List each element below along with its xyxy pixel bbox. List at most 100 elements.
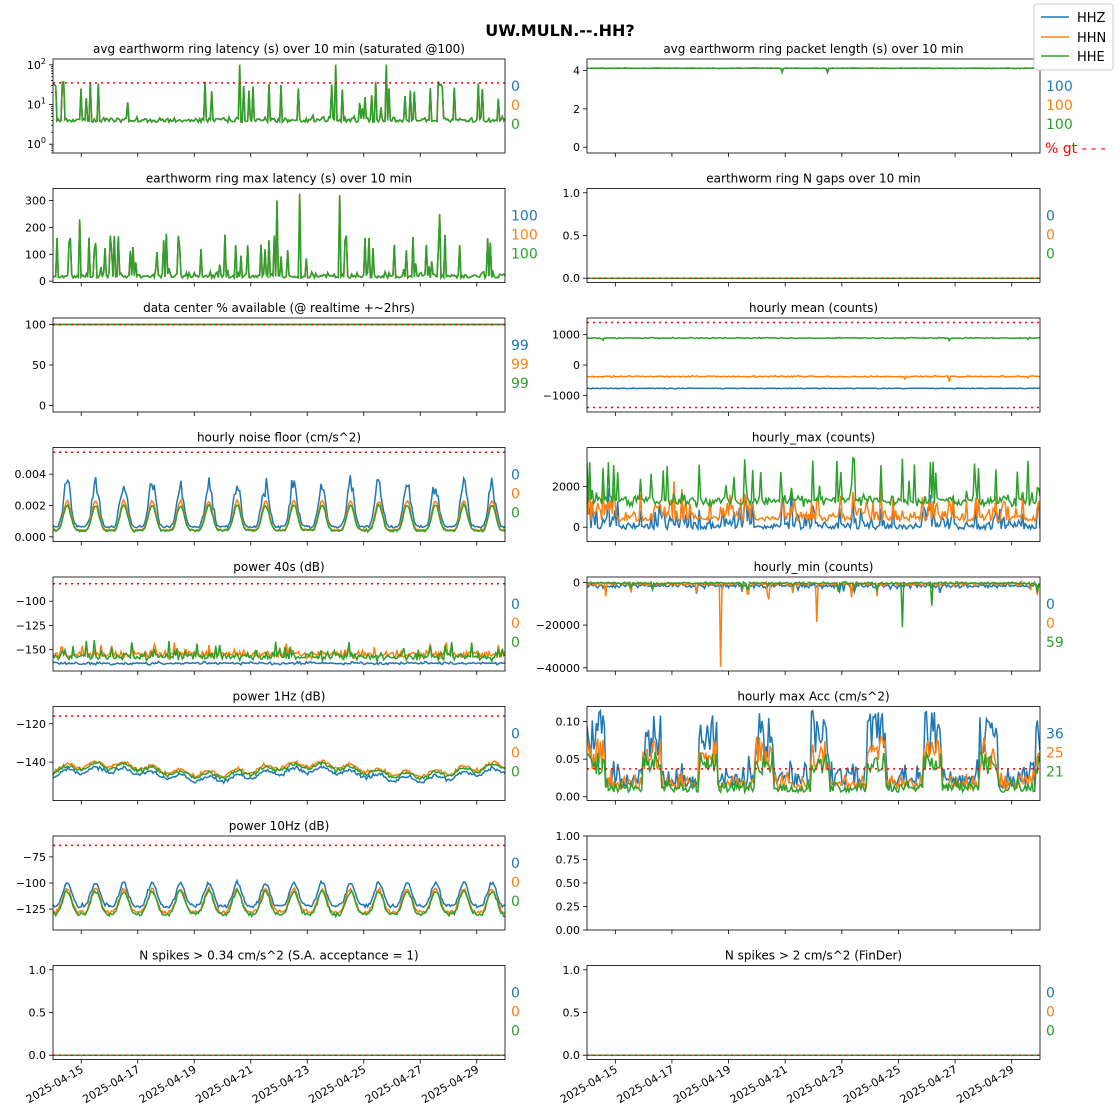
pct-label-hhn: 100 <box>511 228 538 244</box>
x-tick-label: 2025-04-15 <box>24 1063 86 1106</box>
subplot-title: earthworm ring N gaps over 10 min <box>706 172 920 186</box>
y-tick-label: 0.004 <box>15 468 47 481</box>
y-tick-label: 300 <box>25 195 46 208</box>
pct-label-hhe: 0 <box>511 506 520 522</box>
subplot-title: avg earthworm ring latency (s) over 10 m… <box>93 42 465 56</box>
y-tick-label: 0.0 <box>563 1049 581 1062</box>
pct-label-hhz: 100 <box>1046 79 1073 95</box>
x-tick-label: 2025-04-25 <box>841 1063 903 1106</box>
legend-label-hhz: HHZ <box>1077 11 1106 26</box>
y-tick-label: 100 <box>27 136 46 151</box>
pct-label-hhz: 0 <box>511 727 520 743</box>
series-line-hhe <box>587 750 1040 795</box>
pct-label-hhn: 25 <box>1046 746 1064 762</box>
subplot-title: power 10Hz (dB) <box>229 819 330 833</box>
x-tick-label: 2025-04-21 <box>193 1063 255 1106</box>
pct-label-hhn: 0 <box>511 487 520 503</box>
series-line-hhe <box>53 502 505 534</box>
series-line-hhe <box>587 456 1040 509</box>
subplot-13: 0.00 0.25 0.50 0.75 1.00 <box>556 830 1041 937</box>
subplot-10: power 1Hz (dB) −140 −120 0 0 0 <box>16 690 520 805</box>
series-line-hhz <box>53 764 505 785</box>
pct-label-hhe: 0 <box>511 117 520 133</box>
x-tick-label: 2025-04-21 <box>728 1063 790 1106</box>
pct-label-hhz: 0 <box>1046 209 1055 225</box>
x-tick-label: 2025-04-17 <box>615 1063 677 1106</box>
subplot-title: hourly noise floor (cm/s^2) <box>197 431 361 445</box>
pct-label-hhz: 100 <box>511 209 538 225</box>
legend-label-hhn: HHN <box>1077 31 1106 46</box>
pct-label-hhz: 0 <box>511 986 520 1002</box>
y-tick-label: 0 <box>573 359 580 372</box>
x-tick-label: 2025-04-23 <box>250 1063 312 1106</box>
y-tick-label: −120 <box>16 718 46 731</box>
axes-frame <box>586 965 1041 1060</box>
series-line-hhn <box>587 579 1040 667</box>
y-tick-label: 100 <box>25 318 46 331</box>
series-line-hhe <box>587 336 1040 343</box>
y-tick-label: 0 <box>39 400 46 413</box>
y-tick-label: 1.0 <box>563 964 581 977</box>
axes-frame <box>52 317 506 413</box>
subplot-5: hourly mean (counts) −1000 0 1000 <box>543 301 1041 416</box>
y-tick-label: 0.75 <box>556 854 581 867</box>
y-tick-label: −125 <box>16 619 46 632</box>
series-line-hhe <box>587 580 1040 628</box>
x-tick-label: 2025-04-19 <box>671 1063 733 1106</box>
pct-label-hhz: 0 <box>511 856 520 872</box>
series-line-hhe <box>587 67 1040 75</box>
y-tick-label: 0.25 <box>556 901 581 914</box>
pct-label-hhz: 36 <box>1046 727 1064 743</box>
pct-label-hhe: 100 <box>1046 117 1073 133</box>
figure-title: UW.MULN.--.HH? <box>485 21 634 40</box>
subplot-12: power 10Hz (dB) −125 −100 −75 0 0 0 <box>16 819 520 934</box>
subplot-4: data center % available (@ realtime +~2h… <box>25 301 529 416</box>
pct-label-hhe: 0 <box>1046 247 1055 263</box>
series-line-hhn <box>587 735 1040 792</box>
y-tick-label: 0.0 <box>563 272 581 285</box>
y-tick-label: 102 <box>27 57 46 72</box>
pct-label-hhn: 0 <box>511 98 520 114</box>
pct-label-hhn: 99 <box>511 357 529 373</box>
y-tick-label: −100 <box>16 595 46 608</box>
legend-box <box>1033 3 1114 71</box>
x-tick-label: 2025-04-29 <box>954 1063 1016 1106</box>
y-tick-label: −40000 <box>536 662 580 675</box>
y-tick-label: 0.50 <box>556 877 581 890</box>
pct-label-hhz: 99 <box>511 338 529 354</box>
subplot-0: avg earthworm ring latency (s) over 10 m… <box>27 42 520 157</box>
subplot-14: N spikes > 0.34 cm/s^2 (S.A. acceptance … <box>24 949 520 1107</box>
y-tick-label: 0.5 <box>563 230 581 243</box>
x-tick-label: 2025-04-27 <box>898 1063 960 1106</box>
y-tick-label: 0 <box>39 275 46 288</box>
y-tick-label: 0.00 <box>556 924 581 937</box>
pct-label-hhn: 0 <box>1046 616 1055 632</box>
y-tick-label: 0.10 <box>556 716 581 729</box>
y-tick-label: 2 <box>573 103 580 116</box>
axes-frame <box>586 317 1041 413</box>
subplot-title: hourly_min (counts) <box>754 560 874 574</box>
subplot-title: hourly max Acc (cm/s^2) <box>737 690 889 704</box>
series-line-hhe <box>53 887 505 919</box>
y-tick-label: 0.000 <box>15 531 47 544</box>
x-tick-label: 2025-04-25 <box>306 1063 368 1106</box>
pct-label-hhn: 100 <box>1046 98 1073 114</box>
x-tick-label: 2025-04-27 <box>363 1063 425 1106</box>
y-tick-label: −140 <box>16 756 46 769</box>
subplot-3: earthworm ring N gaps over 10 min 0.0 0.5 1… <box>563 172 1055 287</box>
subplot-9: hourly_min (counts) −40000 −20000 0 0 0 59 <box>536 560 1064 675</box>
series-line-hhn <box>587 478 1040 523</box>
y-tick-label: −150 <box>16 644 46 657</box>
pct-label-hhz: 0 <box>1046 986 1055 1002</box>
y-tick-label: 0.00 <box>556 791 581 804</box>
subplot-title: earthworm ring max latency (s) over 10 m… <box>146 172 412 186</box>
pct-label-hhn: 0 <box>511 875 520 891</box>
y-tick-label: 1000 <box>552 329 580 342</box>
axes-frame <box>52 706 506 801</box>
pct-label-hhz: 0 <box>511 79 520 95</box>
subplot-grid: avg earthworm ring latency (s) over 10 m… <box>15 42 1106 1106</box>
y-tick-label: 200 <box>25 221 46 234</box>
y-tick-label: 1.0 <box>563 187 581 200</box>
y-tick-label: 101 <box>27 96 46 111</box>
